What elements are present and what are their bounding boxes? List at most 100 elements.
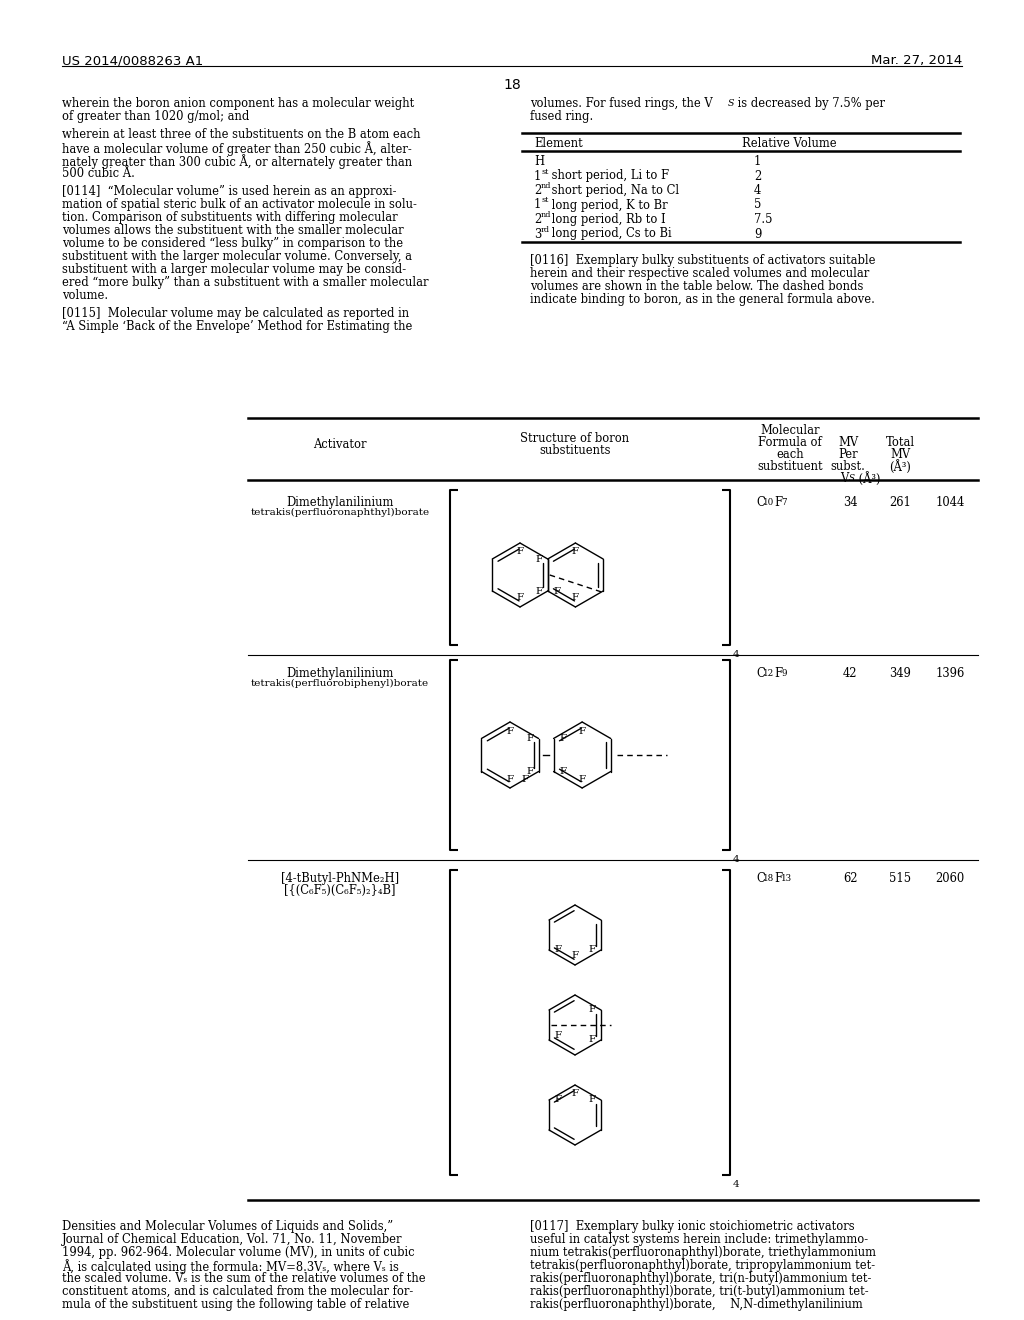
Text: volumes allows the substituent with the smaller molecular: volumes allows the substituent with the … xyxy=(62,224,403,238)
Text: Densities and Molecular Volumes of Liquids and Solids,”: Densities and Molecular Volumes of Liqui… xyxy=(62,1220,393,1233)
Text: Per: Per xyxy=(839,447,858,461)
Text: substituents: substituents xyxy=(540,444,610,457)
Text: 4: 4 xyxy=(733,855,739,865)
Text: Total: Total xyxy=(886,436,914,449)
Text: [0117]  Exemplary bulky ionic stoichiometric activators: [0117] Exemplary bulky ionic stoichiomet… xyxy=(530,1220,855,1233)
Text: F: F xyxy=(774,496,782,510)
Text: F: F xyxy=(536,554,543,564)
Text: [0114]  “Molecular volume” is used herein as an approxi-: [0114] “Molecular volume” is used herein… xyxy=(62,185,396,198)
Text: wherein the boron anion component has a molecular weight: wherein the boron anion component has a … xyxy=(62,96,415,110)
Text: F: F xyxy=(589,1006,596,1015)
Text: tetrakis(perfluoronaphthyl)borate: tetrakis(perfluoronaphthyl)borate xyxy=(251,508,429,517)
Text: F: F xyxy=(589,1096,596,1105)
Text: 2: 2 xyxy=(534,213,542,226)
Text: 4: 4 xyxy=(754,183,761,197)
Text: rakis(perfluoronaphthyl)borate, tri(n-butyl)ammonium tet-: rakis(perfluoronaphthyl)borate, tri(n-bu… xyxy=(530,1272,871,1284)
Text: volumes are shown in the table below. The dashed bonds: volumes are shown in the table below. Th… xyxy=(530,280,863,293)
Text: volume to be considered “less bulky” in comparison to the: volume to be considered “less bulky” in … xyxy=(62,238,403,249)
Text: of greater than 1020 g/mol; and: of greater than 1020 g/mol; and xyxy=(62,110,250,123)
Text: substituent: substituent xyxy=(757,459,823,473)
Text: Dimethylanilinium: Dimethylanilinium xyxy=(287,667,393,680)
Text: short period, Li to F: short period, Li to F xyxy=(548,169,669,182)
Text: C: C xyxy=(756,873,765,884)
Text: 7: 7 xyxy=(781,498,786,507)
Text: [0115]  Molecular volume may be calculated as reported in: [0115] Molecular volume may be calculate… xyxy=(62,308,410,319)
Text: indicate binding to boron, as in the general formula above.: indicate binding to boron, as in the gen… xyxy=(530,293,874,306)
Text: F: F xyxy=(521,775,528,784)
Text: 1994, pp. 962-964. Molecular volume (MV), in units of cubic: 1994, pp. 962-964. Molecular volume (MV)… xyxy=(62,1246,415,1259)
Text: F: F xyxy=(571,548,579,557)
Text: st: st xyxy=(541,197,549,205)
Text: 349: 349 xyxy=(889,667,911,680)
Text: substituent with the larger molecular volume. Conversely, a: substituent with the larger molecular vo… xyxy=(62,249,412,263)
Text: Element: Element xyxy=(534,137,583,150)
Text: 34: 34 xyxy=(843,496,857,510)
Text: [{(C₆F₅)(C₆F₅)₂}₄B]: [{(C₆F₅)(C₆F₅)₂}₄B] xyxy=(285,884,395,898)
Text: (Å³): (Å³) xyxy=(889,459,911,474)
Text: nd: nd xyxy=(541,211,551,219)
Text: F: F xyxy=(589,1035,596,1044)
Text: tion. Comparison of substituents with differing molecular: tion. Comparison of substituents with di… xyxy=(62,211,397,224)
Text: short period, Na to Cl: short period, Na to Cl xyxy=(548,183,679,197)
Text: F: F xyxy=(554,945,561,954)
Text: 4: 4 xyxy=(733,1180,739,1189)
Text: [0116]  Exemplary bulky substituents of activators suitable: [0116] Exemplary bulky substituents of a… xyxy=(530,253,876,267)
Text: Journal of Chemical Education, Vol. 71, No. 11, November: Journal of Chemical Education, Vol. 71, … xyxy=(62,1233,402,1246)
Text: [4-tButyl-PhNMe₂H]: [4-tButyl-PhNMe₂H] xyxy=(281,873,399,884)
Text: F: F xyxy=(516,548,523,557)
Text: 10: 10 xyxy=(763,498,774,507)
Text: rakis(perfluoronaphthyl)borate,    N,N-dimethylanilinium: rakis(perfluoronaphthyl)borate, N,N-dime… xyxy=(530,1298,863,1311)
Text: S: S xyxy=(728,99,734,108)
Text: 9: 9 xyxy=(754,227,762,240)
Text: Å, is calculated using the formula: MV=8.3Vₛ, where Vₛ is: Å, is calculated using the formula: MV=8… xyxy=(62,1259,399,1274)
Text: F: F xyxy=(507,726,514,735)
Text: F: F xyxy=(553,586,560,595)
Text: F: F xyxy=(579,726,586,735)
Text: 500 cubic Å.: 500 cubic Å. xyxy=(62,168,135,180)
Text: rd: rd xyxy=(541,226,550,234)
Text: each: each xyxy=(776,447,804,461)
Text: 9: 9 xyxy=(781,669,786,678)
Text: 2: 2 xyxy=(534,183,542,197)
Text: F: F xyxy=(559,734,566,743)
Text: tetrakis(perfluorobiphenyl)borate: tetrakis(perfluorobiphenyl)borate xyxy=(251,678,429,688)
Text: C: C xyxy=(756,496,765,510)
Text: 4: 4 xyxy=(733,649,739,659)
Text: st: st xyxy=(541,168,549,176)
Text: tetrakis(perfluoronaphthyl)borate, tripropylammonium tet-: tetrakis(perfluoronaphthyl)borate, tripr… xyxy=(530,1259,876,1272)
Text: Activator: Activator xyxy=(313,438,367,451)
Text: 2: 2 xyxy=(754,169,761,182)
Text: V: V xyxy=(840,473,848,484)
Text: 42: 42 xyxy=(843,667,857,680)
Text: rakis(perfluoronaphthyl)borate, tri(t-butyl)ammonium tet-: rakis(perfluoronaphthyl)borate, tri(t-bu… xyxy=(530,1284,868,1298)
Text: F: F xyxy=(536,586,543,595)
Text: volume.: volume. xyxy=(62,289,109,302)
Text: substituent with a larger molecular volume may be consid-: substituent with a larger molecular volu… xyxy=(62,263,407,276)
Text: F: F xyxy=(774,667,782,680)
Text: wherein at least three of the substituents on the B atom each: wherein at least three of the substituen… xyxy=(62,128,421,141)
Text: Formula of: Formula of xyxy=(758,436,822,449)
Text: F: F xyxy=(526,734,534,743)
Text: is decreased by 7.5% per: is decreased by 7.5% per xyxy=(734,96,885,110)
Text: useful in catalyst systems herein include: trimethylammo-: useful in catalyst systems herein includ… xyxy=(530,1233,868,1246)
Text: long period, Rb to I: long period, Rb to I xyxy=(548,213,666,226)
Text: 261: 261 xyxy=(889,496,911,510)
Text: 7.5: 7.5 xyxy=(754,213,772,226)
Text: 3: 3 xyxy=(534,227,542,240)
Text: 13: 13 xyxy=(781,874,793,883)
Text: 5: 5 xyxy=(754,198,762,211)
Text: mula of the substituent using the following table of relative: mula of the substituent using the follow… xyxy=(62,1298,410,1311)
Text: (Å³): (Å³) xyxy=(855,473,881,486)
Text: F: F xyxy=(571,952,579,961)
Text: nd: nd xyxy=(541,182,551,190)
Text: volumes. For fused rings, the V: volumes. For fused rings, the V xyxy=(530,96,713,110)
Text: 1396: 1396 xyxy=(935,667,965,680)
Text: 18: 18 xyxy=(763,874,774,883)
Text: 1: 1 xyxy=(754,154,762,168)
Text: Dimethylanilinium: Dimethylanilinium xyxy=(287,496,393,510)
Text: US 2014/0088263 A1: US 2014/0088263 A1 xyxy=(62,54,203,67)
Text: ered “more bulky” than a substituent with a smaller molecular: ered “more bulky” than a substituent wit… xyxy=(62,276,428,289)
Text: long period, Cs to Bi: long period, Cs to Bi xyxy=(548,227,672,240)
Text: Structure of boron: Structure of boron xyxy=(520,432,630,445)
Text: F: F xyxy=(526,767,534,776)
